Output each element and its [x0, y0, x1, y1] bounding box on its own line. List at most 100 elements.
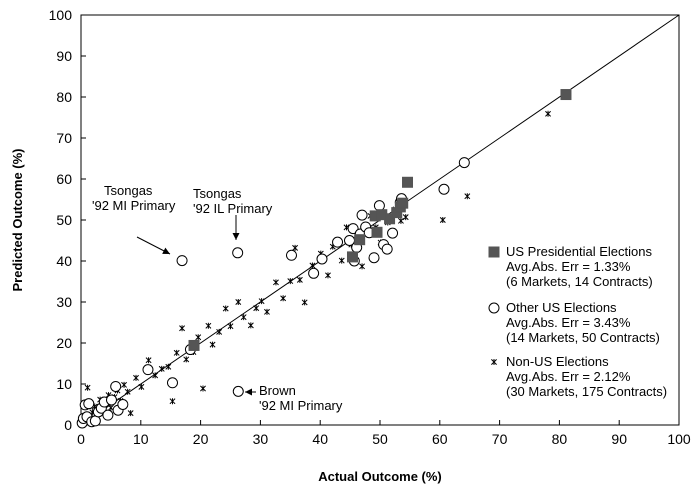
- data-point: [359, 263, 366, 270]
- y-tick-label: 90: [56, 48, 72, 64]
- x-tick-label: 100: [667, 431, 691, 447]
- x-tick-label: 60: [432, 431, 448, 447]
- data-point: [124, 388, 131, 395]
- data-point: [84, 384, 91, 391]
- data-point: [200, 385, 206, 392]
- x-tick-label: 0: [77, 431, 85, 447]
- data-point: [371, 226, 383, 238]
- y-tick-label: 30: [56, 294, 72, 310]
- y-tick-label: 10: [56, 376, 72, 392]
- data-point: [397, 217, 404, 224]
- data-point: [121, 381, 128, 388]
- data-point: [356, 209, 368, 221]
- legend-detail: (6 Markets, 14 Contracts): [506, 274, 653, 289]
- legend-detail: Avg.Abs. Err = 3.43%: [506, 315, 631, 330]
- data-point: [117, 399, 129, 410]
- data-point: [387, 227, 399, 239]
- data-point: [384, 213, 396, 225]
- x-tick-label: 50: [372, 431, 388, 447]
- legend-detail: Avg.Abs. Err = 1.33%: [506, 259, 631, 274]
- data-point: [264, 308, 270, 315]
- data-point: [296, 276, 303, 283]
- data-point: [232, 247, 244, 259]
- data-point: [165, 363, 172, 370]
- annotation-label: Brown: [259, 383, 296, 398]
- data-point: [354, 234, 366, 246]
- y-tick-label: 0: [64, 417, 72, 433]
- data-point: [272, 279, 279, 286]
- data-point: [247, 322, 254, 329]
- x-tick-label: 80: [552, 431, 568, 447]
- annotation-label: '92 MI Primary: [92, 198, 176, 213]
- data-point: [287, 278, 294, 285]
- data-point: [169, 398, 176, 405]
- annotation-label: Tsongas: [104, 183, 153, 198]
- x-tick-label: 70: [492, 431, 508, 447]
- data-point: [102, 409, 114, 421]
- data-point: [235, 299, 242, 305]
- data-point: [402, 176, 414, 188]
- data-point: [179, 325, 186, 332]
- x-tick-label: 30: [253, 431, 269, 447]
- annotation-arrowhead: [162, 247, 170, 254]
- x-tick-label: 40: [312, 431, 328, 447]
- data-point: [332, 236, 344, 248]
- data-point: [158, 365, 165, 372]
- y-axis-label: Predicted Outcome (%): [10, 148, 25, 291]
- annotation-label: Tsongas: [193, 186, 242, 201]
- data-point: [152, 372, 159, 379]
- legend-entry: Other US Elections: [506, 300, 617, 315]
- y-tick-label: 100: [49, 7, 73, 23]
- y-tick-label: 20: [56, 335, 72, 351]
- data-point: [127, 410, 134, 417]
- data-point: [145, 357, 152, 364]
- data-point: [458, 157, 470, 169]
- data-point: [222, 305, 229, 312]
- x-axis-label: Actual Outcome (%): [318, 469, 442, 484]
- data-point: [301, 299, 308, 306]
- data-point: [325, 272, 331, 279]
- legend-entry: US Presidential Elections: [506, 244, 652, 259]
- data-point: [138, 383, 145, 390]
- data-point: [176, 255, 188, 267]
- legend-detail: Avg.Abs. Err = 2.12%: [506, 369, 631, 384]
- data-point: [309, 262, 316, 269]
- data-point: [240, 314, 247, 321]
- data-point: [381, 243, 393, 255]
- data-point: [292, 244, 299, 251]
- data-point: [368, 252, 380, 264]
- data-point: [205, 322, 212, 329]
- data-point: [232, 385, 244, 397]
- data-point: [105, 394, 117, 406]
- data-point: [438, 183, 450, 195]
- x-tick-label: 20: [193, 431, 209, 447]
- annotation-arrowhead: [232, 233, 240, 240]
- y-tick-label: 80: [56, 89, 72, 105]
- data-point: [373, 200, 385, 212]
- data-point: [464, 193, 471, 200]
- x-tick-label: 10: [133, 431, 149, 447]
- y-tick-label: 60: [56, 171, 72, 187]
- data-point: [216, 328, 223, 335]
- y-tick-label: 70: [56, 130, 72, 146]
- legend-detail: (30 Markets, 175 Contracts): [506, 384, 667, 399]
- data-point: [89, 415, 101, 427]
- data-point: [166, 377, 178, 389]
- data-point: [83, 398, 95, 410]
- data-point: [253, 305, 260, 312]
- data-point: [308, 267, 320, 279]
- data-point: [402, 214, 409, 221]
- legend-entry: Non-US Elections: [506, 354, 609, 369]
- annotation-arrowhead: [245, 388, 252, 396]
- data-point: [560, 89, 572, 101]
- data-point: [397, 197, 409, 209]
- data-point: [110, 380, 122, 392]
- data-point: [133, 374, 139, 381]
- legend-marker: [491, 359, 497, 365]
- annotation-label: '92 MI Primary: [259, 398, 343, 413]
- data-point: [316, 253, 328, 265]
- data-point: [280, 295, 287, 302]
- data-point: [188, 339, 200, 351]
